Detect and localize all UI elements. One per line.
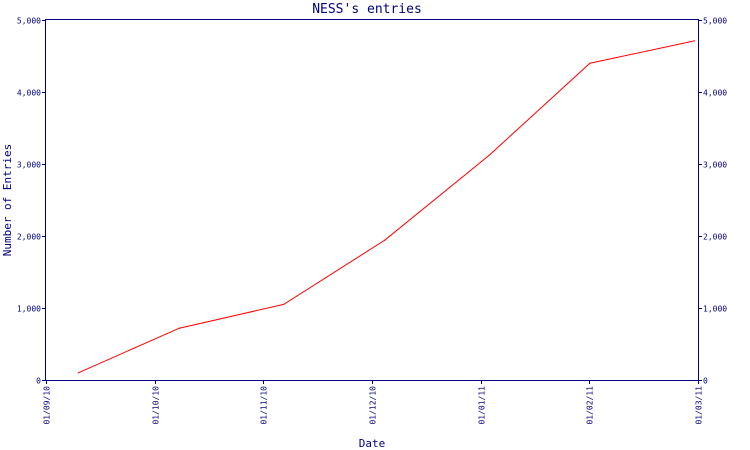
x-axis-title: Date: [359, 437, 386, 450]
chart-title: NESS's entries: [312, 2, 422, 17]
y-tick-label-left: 5,000: [17, 17, 41, 26]
y-tick-label-right: 3,000: [703, 161, 727, 170]
x-tick-label: 01/02/11: [586, 386, 595, 425]
plot-frame: [45, 19, 699, 381]
y-tick-label-right: 2,000: [703, 233, 727, 242]
x-tick-label: 01/03/11: [695, 386, 704, 425]
data-point: [488, 154, 490, 156]
y-tick-label-right: 1,000: [703, 305, 727, 314]
data-point: [384, 239, 386, 241]
x-tick-label: 01/12/10: [369, 386, 378, 425]
y-tick-label-left: 4,000: [17, 89, 41, 98]
data-point: [178, 327, 180, 329]
data-point: [589, 62, 591, 64]
data-point: [693, 40, 696, 42]
series-line: [78, 40, 695, 374]
y-tick-label-right: 0: [703, 377, 708, 386]
ticks-layer: 0 1,000 2,000 3,000 4,000 5,000 0 1,000 2,000 3,0…: [17, 17, 727, 425]
y-tick-label-left: 0: [36, 377, 41, 386]
series-layer: [77, 40, 696, 374]
y-tick-label-left: 1,000: [17, 305, 41, 314]
x-tick-label: 01/09/10: [43, 386, 52, 425]
x-tick-label: 01/11/10: [260, 386, 269, 425]
y-tick-label-left: 3,000: [17, 161, 41, 170]
y-tick-label-right: 4,000: [703, 89, 727, 98]
y-axis-title: Number of Entries: [1, 144, 14, 257]
x-tick-label: 01/01/11: [478, 386, 487, 425]
data-point: [77, 372, 79, 374]
y-tick-label-right: 5,000: [703, 17, 727, 26]
data-point: [283, 303, 285, 305]
x-tick-label: 01/10/10: [152, 386, 161, 425]
y-tick-label-left: 2,000: [17, 233, 41, 242]
